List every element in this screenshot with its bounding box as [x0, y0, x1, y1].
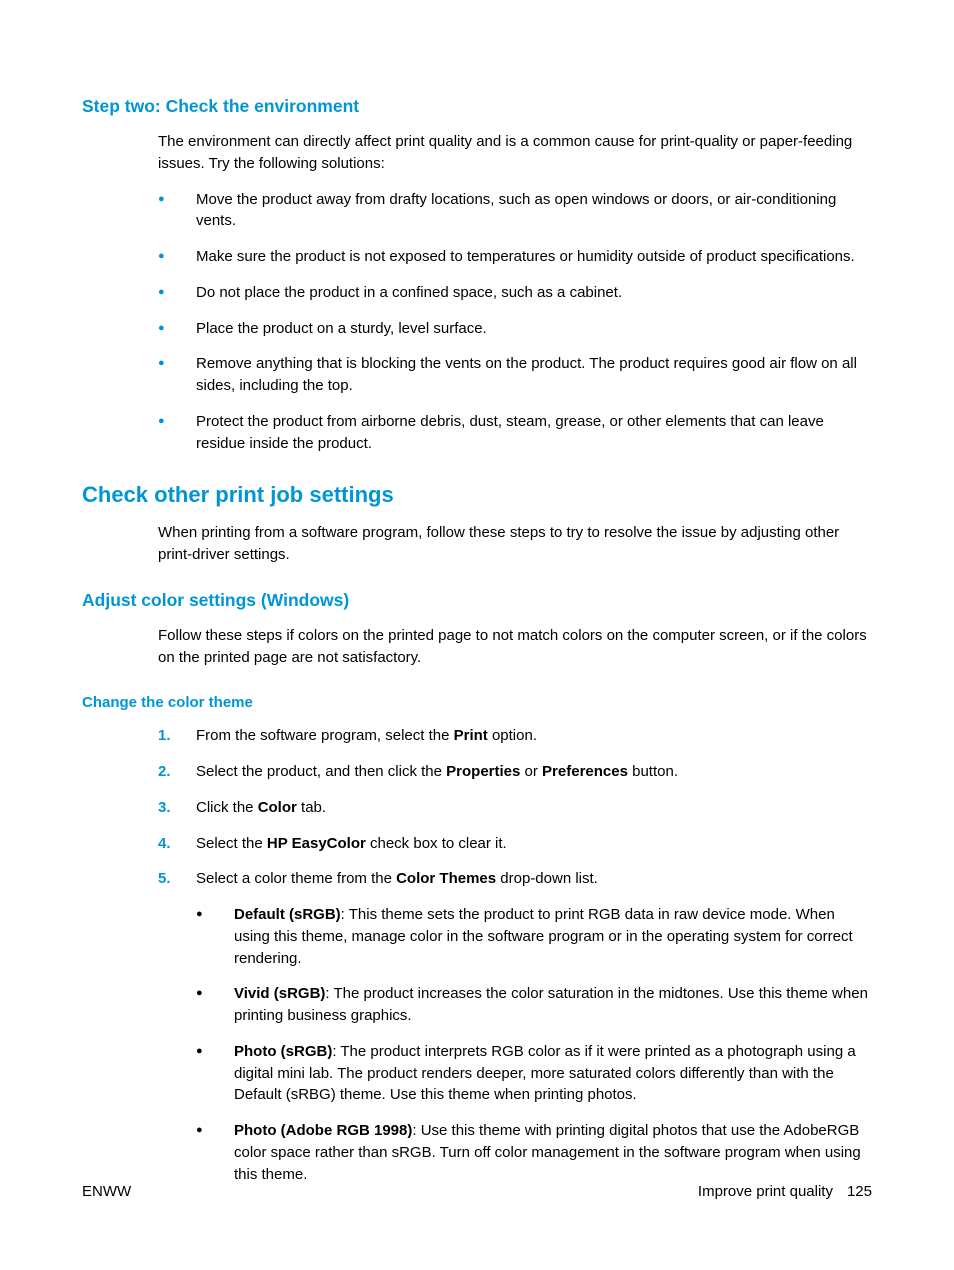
step-text: Select a color theme from the — [196, 870, 396, 887]
list-item: Move the product away from drafty locati… — [158, 189, 872, 233]
step-text: option. — [488, 727, 537, 744]
sub-bullet-list: Default (sRGB): This theme sets the prod… — [196, 904, 872, 1185]
list-item: 3. Click the Color tab. — [158, 797, 872, 819]
theme-desc: : The product increases the color satura… — [234, 985, 868, 1024]
list-item: Vivid (sRGB): The product increases the … — [196, 983, 872, 1027]
step-number: 2. — [158, 761, 171, 783]
step-text: or — [520, 763, 542, 780]
footer-right: Improve print quality 125 — [698, 1183, 872, 1200]
list-item: Default (sRGB): This theme sets the prod… — [196, 904, 872, 969]
step-text: tab. — [297, 799, 326, 816]
paragraph: Follow these steps if colors on the prin… — [158, 625, 872, 669]
step-text: check box to clear it. — [366, 835, 507, 852]
list-item: 2. Select the product, and then click th… — [158, 761, 872, 783]
list-item: Do not place the product in a confined s… — [158, 282, 872, 304]
step-text: Click the — [196, 799, 258, 816]
numbered-list: 1. From the software program, select the… — [158, 725, 872, 1185]
page-number: 125 — [847, 1183, 872, 1200]
heading-change-theme: Change the color theme — [82, 694, 872, 711]
footer-section: Improve print quality — [698, 1183, 833, 1200]
heading-check-other: Check other print job settings — [82, 482, 872, 508]
theme-name: Default (sRGB) — [234, 906, 341, 923]
document-page: Step two: Check the environment The envi… — [0, 0, 954, 1185]
list-item: Make sure the product is not exposed to … — [158, 246, 872, 268]
step-text: drop-down list. — [496, 870, 598, 887]
step-number: 3. — [158, 797, 171, 819]
heading-adjust-color: Adjust color settings (Windows) — [82, 590, 872, 611]
list-item: Photo (sRGB): The product interprets RGB… — [196, 1041, 872, 1106]
list-item: 5. Select a color theme from the Color T… — [158, 868, 872, 1185]
step-number: 5. — [158, 868, 171, 890]
list-item: Remove anything that is blocking the ven… — [158, 353, 872, 397]
list-item: Place the product on a sturdy, level sur… — [158, 318, 872, 340]
step-number: 1. — [158, 725, 171, 747]
bold-term: Properties — [446, 763, 520, 780]
step-text: Select the product, and then click the — [196, 763, 446, 780]
list-item: 4. Select the HP EasyColor check box to … — [158, 833, 872, 855]
step-text: From the software program, select the — [196, 727, 454, 744]
paragraph: When printing from a software program, f… — [158, 522, 872, 566]
footer-left: ENWW — [82, 1183, 131, 1200]
bold-term: Print — [454, 727, 488, 744]
list-item: 1. From the software program, select the… — [158, 725, 872, 747]
bold-term: Color — [258, 799, 297, 816]
heading-step-two: Step two: Check the environment — [82, 96, 872, 117]
step-text: button. — [628, 763, 678, 780]
bullet-list: Move the product away from drafty locati… — [158, 189, 872, 455]
theme-name: Vivid (sRGB) — [234, 985, 325, 1002]
theme-name: Photo (sRGB) — [234, 1043, 332, 1060]
step-text: Select the — [196, 835, 267, 852]
list-item: Photo (Adobe RGB 1998): Use this theme w… — [196, 1120, 872, 1185]
list-item: Protect the product from airborne debris… — [158, 411, 872, 455]
paragraph: The environment can directly affect prin… — [158, 131, 872, 175]
bold-term: Preferences — [542, 763, 628, 780]
bold-term: HP EasyColor — [267, 835, 366, 852]
bold-term: Color Themes — [396, 870, 496, 887]
page-footer: ENWW Improve print quality 125 — [82, 1183, 872, 1200]
theme-name: Photo (Adobe RGB 1998) — [234, 1122, 412, 1139]
step-number: 4. — [158, 833, 171, 855]
